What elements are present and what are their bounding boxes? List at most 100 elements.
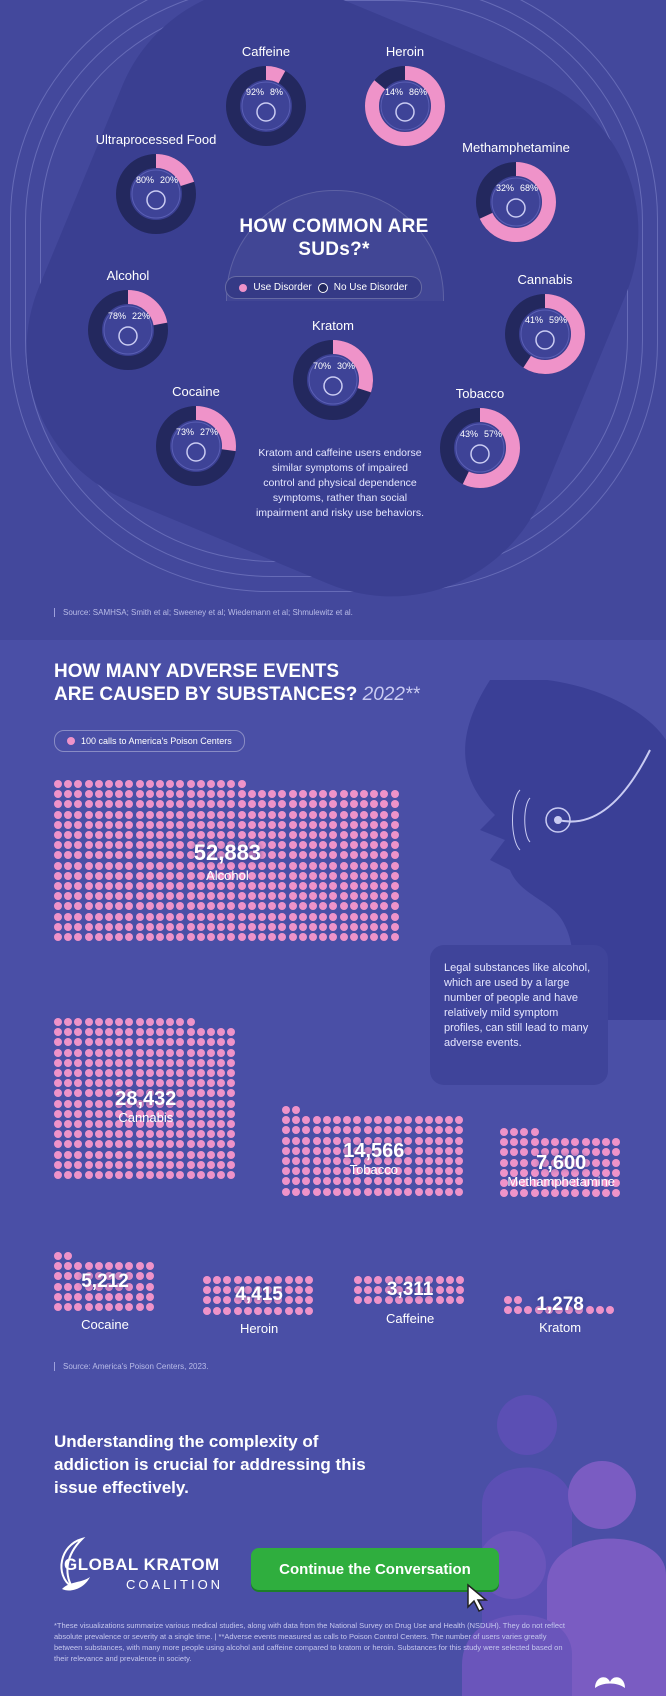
- call-dot: [54, 912, 62, 921]
- call-dot: [94, 1038, 103, 1047]
- call-dot: [504, 1306, 512, 1315]
- call-dot: [349, 831, 358, 839]
- call-dot: [176, 1109, 185, 1118]
- call-dot: [64, 810, 73, 819]
- call-dot: [520, 1148, 529, 1157]
- call-dot: [561, 1168, 570, 1177]
- call-dot: [445, 1286, 454, 1295]
- call-dot: [360, 831, 368, 839]
- call-dot: [571, 1189, 580, 1198]
- call-dot: [166, 1160, 175, 1169]
- call-dot: [166, 1018, 175, 1026]
- call-dot: [54, 1120, 62, 1128]
- call-dot: [145, 1099, 154, 1108]
- call-dot: [156, 1038, 164, 1047]
- event-count: 4,415: [235, 1284, 283, 1306]
- call-dot: [176, 861, 185, 870]
- call-dot: [207, 871, 215, 880]
- call-dot: [213, 1306, 222, 1315]
- call-dot: [105, 810, 113, 819]
- call-dot: [349, 912, 358, 921]
- call-dot: [227, 1089, 236, 1098]
- call-dot: [268, 851, 277, 860]
- call-dot: [424, 1116, 433, 1125]
- call-dot: [278, 861, 287, 870]
- donut-chart: [505, 294, 585, 374]
- call-dot: [94, 1079, 103, 1088]
- call-dot: [268, 871, 277, 880]
- call-dot: [145, 1018, 154, 1026]
- call-dot: [196, 1028, 205, 1037]
- call-dot: [581, 1138, 590, 1147]
- call-dot: [84, 1303, 93, 1311]
- call-dot: [591, 1138, 600, 1147]
- call-dot: [207, 1120, 215, 1128]
- call-dot: [510, 1138, 519, 1147]
- call-dot: [186, 1069, 195, 1077]
- call-dot: [115, 933, 124, 941]
- call-dot: [602, 1189, 610, 1198]
- call-dot: [435, 1146, 443, 1155]
- people-silhouettes-icon: [462, 1395, 666, 1696]
- call-dot: [278, 933, 287, 941]
- call-dot: [125, 810, 134, 819]
- call-dot: [135, 1140, 144, 1149]
- call-dot: [145, 1140, 154, 1149]
- call-dot: [135, 882, 144, 890]
- call-dot: [227, 841, 236, 850]
- call-dot: [54, 1171, 62, 1179]
- call-dot: [176, 1130, 185, 1139]
- call-dot: [217, 861, 226, 870]
- call-dot: [227, 922, 236, 931]
- call-dot: [540, 1179, 549, 1187]
- donut-label: Cocaine: [172, 384, 220, 399]
- call-dot: [551, 1189, 559, 1198]
- call-dot: [125, 1262, 134, 1271]
- call-dot: [298, 820, 307, 829]
- call-dot: [390, 892, 399, 901]
- call-dot: [196, 800, 205, 809]
- call-dot: [135, 1079, 144, 1088]
- call-dot: [540, 1189, 549, 1198]
- call-dot: [135, 1130, 144, 1139]
- call-dot: [186, 831, 195, 839]
- title-year: 2022**: [362, 684, 420, 705]
- call-dot: [424, 1126, 433, 1135]
- call-dot: [329, 810, 338, 819]
- call-dot: [455, 1146, 464, 1155]
- call-dot: [373, 1187, 382, 1196]
- call-dot: [125, 1048, 134, 1057]
- call-dot: [186, 933, 195, 941]
- call-dot: [64, 861, 73, 870]
- call-dot: [186, 1058, 195, 1067]
- call-dot: [54, 1069, 62, 1077]
- call-dot: [282, 1146, 290, 1155]
- call-dot: [333, 1187, 341, 1196]
- call-dot: [370, 841, 379, 850]
- call-dot: [166, 871, 175, 880]
- call-dot: [54, 1028, 62, 1037]
- call-dot: [374, 1276, 383, 1284]
- call-dot: [288, 861, 297, 870]
- continue-conversation-button[interactable]: Continue the Conversation: [251, 1548, 499, 1590]
- call-dot: [455, 1126, 464, 1135]
- crystal-icon: [506, 198, 526, 218]
- call-dot: [145, 1282, 154, 1291]
- call-dot: [292, 1177, 301, 1186]
- call-dot: [380, 871, 389, 880]
- call-dot: [370, 831, 379, 839]
- call-dot: [288, 820, 297, 829]
- call-dot: [268, 831, 277, 839]
- call-dot: [207, 790, 215, 799]
- call-dot: [309, 871, 317, 880]
- call-dot: [54, 810, 62, 819]
- call-dot: [540, 1168, 549, 1177]
- call-dot: [425, 1276, 434, 1284]
- call-dot: [424, 1146, 433, 1155]
- call-dot: [319, 820, 328, 829]
- call-dot: [74, 1171, 83, 1179]
- kratom-leaf-icon: [323, 376, 343, 396]
- call-dot: [186, 841, 195, 850]
- call-dot: [54, 922, 62, 931]
- call-dot: [360, 851, 368, 860]
